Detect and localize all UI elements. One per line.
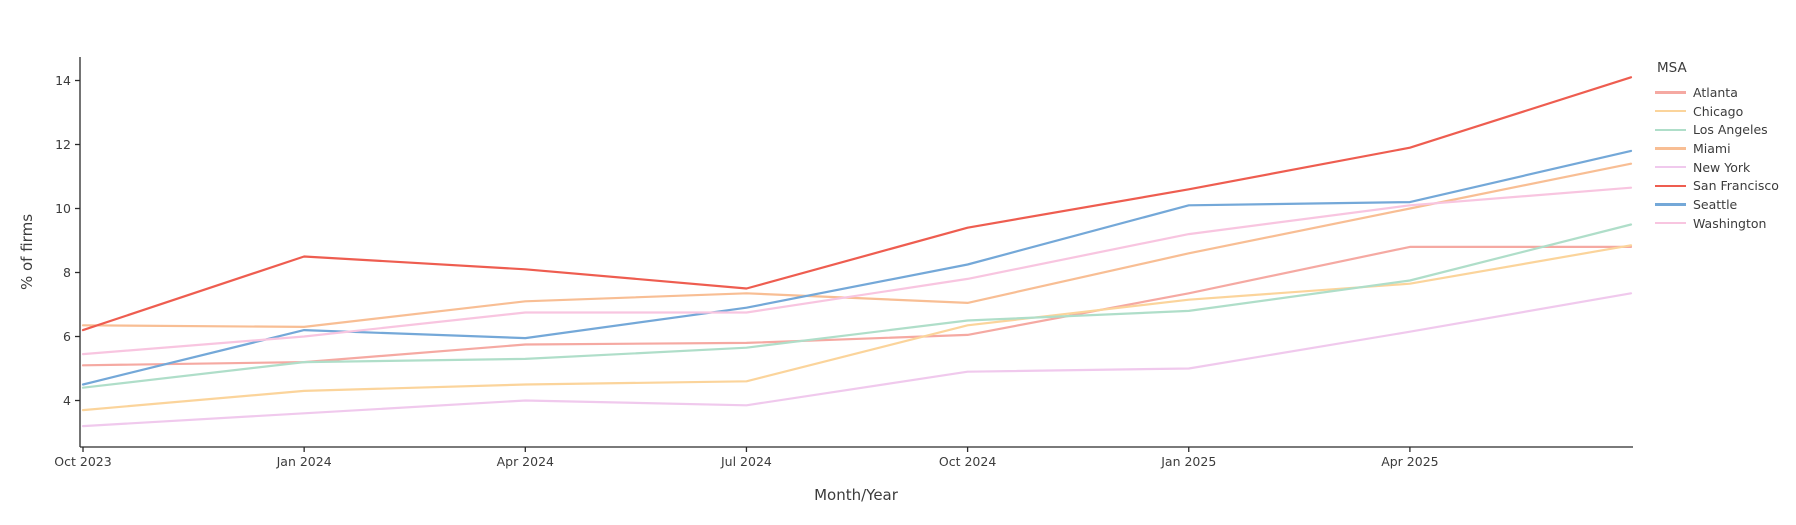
y-axis-title: % of firms xyxy=(18,213,36,291)
y-tick-label: 10 xyxy=(55,201,71,216)
y-tick-label: 8 xyxy=(63,265,71,280)
legend-line-swatch xyxy=(1655,109,1686,113)
x-tick-label: Jan 2025 xyxy=(1160,454,1216,469)
x-axis-title: Month/Year xyxy=(814,486,898,504)
legend-item-new-york[interactable]: New York xyxy=(1655,158,1779,177)
legend-line-swatch xyxy=(1655,184,1686,187)
legend-label: Seattle xyxy=(1693,196,1738,212)
y-tick-label: 6 xyxy=(63,329,71,344)
legend-item-atlanta[interactable]: Atlanta xyxy=(1655,83,1779,102)
legend-line-swatch xyxy=(1655,221,1686,225)
x-tick-label: Jul 2024 xyxy=(720,454,772,469)
series-line-san-francisco xyxy=(81,76,1633,332)
y-tick-label: 14 xyxy=(55,73,71,88)
series-line-miami xyxy=(81,162,1633,328)
legend-label: Washington xyxy=(1693,215,1767,231)
legend-item-washington[interactable]: Washington xyxy=(1655,214,1779,233)
legend-item-los-angeles[interactable]: Los Angeles xyxy=(1655,120,1779,139)
legend-line-swatch xyxy=(1655,165,1686,169)
legend-item-seattle[interactable]: Seattle xyxy=(1655,195,1779,214)
legend-items: Atlanta Chicago Los Angeles Miami New York Sa… xyxy=(1655,83,1779,233)
legend-line-swatch xyxy=(1655,203,1686,206)
series-line-chicago xyxy=(81,244,1633,412)
legend: MSA Atlanta Chicago Los Angeles Miami New Yo… xyxy=(1655,60,1779,233)
legend-title: MSA xyxy=(1657,60,1687,76)
x-tick-label: Apr 2025 xyxy=(1381,454,1438,469)
legend-line-swatch xyxy=(1655,147,1686,150)
y-tick-label: 12 xyxy=(55,137,71,152)
series-line-washington xyxy=(81,186,1633,356)
x-tick-label: Oct 2023 xyxy=(54,454,111,469)
legend-item-miami[interactable]: Miami xyxy=(1655,139,1779,158)
legend-line-swatch xyxy=(1655,91,1686,94)
x-tick-label: Apr 2024 xyxy=(497,454,554,469)
series-line-seattle xyxy=(81,149,1633,386)
legend-label: Miami xyxy=(1693,140,1731,156)
legend-label: New York xyxy=(1693,159,1751,175)
legend-label: Chicago xyxy=(1693,103,1744,119)
legend-label: Los Angeles xyxy=(1693,122,1768,138)
legend-line-swatch xyxy=(1655,128,1686,131)
series-line-new-york xyxy=(81,292,1633,428)
series-line-los-angeles xyxy=(81,223,1633,389)
legend-label: Atlanta xyxy=(1693,84,1738,100)
y-tick-label: 4 xyxy=(63,393,71,408)
x-tick-label: Oct 2024 xyxy=(939,454,996,469)
legend-item-san-francisco[interactable]: San Francisco xyxy=(1655,176,1779,195)
legend-label: San Francisco xyxy=(1693,178,1779,194)
legend-item-chicago[interactable]: Chicago xyxy=(1655,102,1779,121)
x-tick-label: Jan 2024 xyxy=(276,454,332,469)
series-line-atlanta xyxy=(81,245,1633,367)
